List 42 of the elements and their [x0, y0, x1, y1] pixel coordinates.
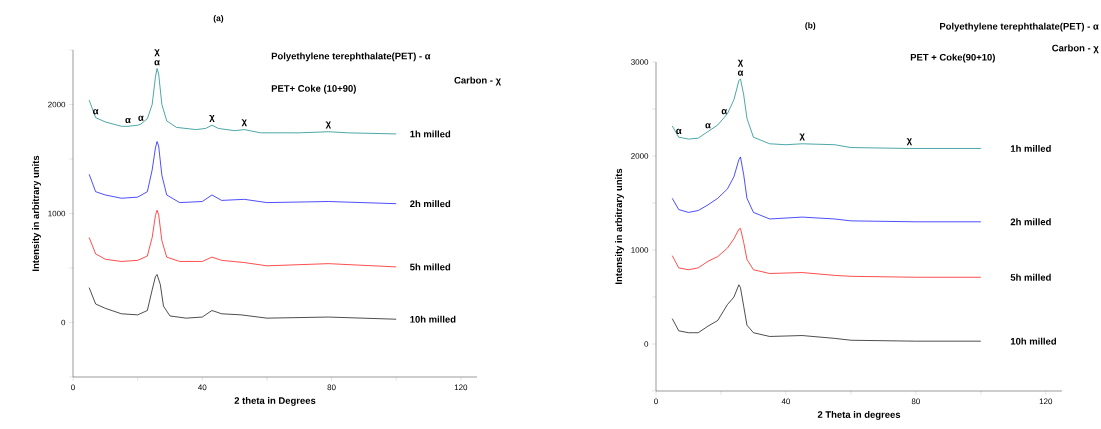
annotation: Polyethylene terephthalate(PET) - α: [271, 52, 431, 62]
annotation: χ: [241, 119, 247, 127]
annotation: Carbon - χ: [454, 76, 501, 86]
annotation: α: [705, 123, 711, 129]
annotation: χ: [209, 114, 215, 122]
y-axis-title: Intensity in arbitrary units: [32, 155, 41, 271]
y-axis-title: Intensity in arbitrary units: [615, 168, 624, 284]
annotation: α: [676, 128, 682, 134]
text: 5h milled: [1010, 273, 1051, 281]
series-label: 10h milled: [410, 315, 456, 323]
annotation: α: [721, 109, 728, 115]
series-label: 2h milled: [410, 200, 451, 208]
chart-title: (a): [213, 14, 224, 23]
annotation: PET+ Coke (10+90): [271, 84, 356, 94]
line-series: [88, 68, 397, 135]
line-series: [671, 228, 982, 278]
annotation: χ: [799, 133, 805, 141]
line-series: [671, 284, 982, 342]
x-axis-title: 2 theta in Degrees: [234, 397, 316, 406]
text: Carbon - χ: [1052, 44, 1099, 54]
annotation: α: [138, 115, 144, 121]
chart-title: (b): [805, 22, 816, 31]
annotation: χ: [737, 59, 744, 67]
line-series: [88, 274, 397, 320]
line-series: [671, 156, 982, 223]
series-label: 1h milled: [410, 130, 451, 138]
annotation: α: [154, 60, 160, 66]
line-series: [88, 141, 397, 205]
x-axis-title: 2 Theta in degrees: [817, 411, 901, 420]
line-series: [88, 209, 397, 268]
text: 2h milled: [1010, 218, 1051, 226]
annotation: α: [93, 109, 99, 115]
annotation: α: [125, 117, 131, 124]
annotation: χ: [154, 49, 160, 57]
text: 10h milled: [1010, 337, 1056, 345]
annotation: α: [737, 70, 744, 76]
series-label: 5h milled: [410, 263, 451, 271]
annotation: χ: [325, 121, 332, 129]
annotation: χ: [906, 138, 913, 146]
annotation: PET + Coke(90+10): [910, 53, 995, 63]
text: Polyethylene terephthalate(PET) - α: [940, 22, 1099, 32]
text: 1h milled: [1010, 145, 1051, 152]
